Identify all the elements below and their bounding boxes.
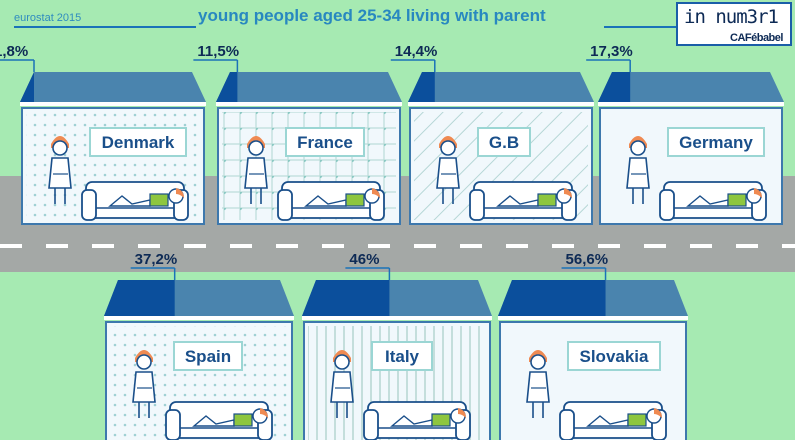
source-label: eurostat 2015 [14,12,82,24]
value-label: 56,6% [566,251,609,268]
roof-eave [598,102,784,106]
country-label: Germany [679,133,753,152]
sleeping-person-icon [304,188,380,207]
house-france: 11,5% France [193,43,402,225]
value-label: 46% [349,251,379,268]
roof-eave [216,102,402,106]
mother-icon [244,136,268,204]
house-italy: 46% Italy [302,251,492,440]
country-label: France [297,133,353,152]
country-label-box [89,127,187,157]
value-label: 1,8% [0,43,28,60]
mother-icon [626,136,650,204]
mother-icon [330,350,354,418]
roof-value-fill [598,72,631,102]
country-label-box [477,127,531,157]
sleeping-person-icon [390,408,466,427]
lane-markings [0,244,795,248]
country-label: Slovakia [580,347,650,366]
sleeping-person-icon [192,408,268,427]
country-label-box [567,341,661,371]
sleeping-person-icon [496,188,572,207]
roof-value-fill [20,72,34,102]
value-label: 14,4% [395,43,438,60]
mother-icon [436,136,460,204]
house-denmark: 1,8% Denmark [0,43,206,225]
country-label: Denmark [102,133,175,152]
page-title: young people aged 25-34 living with pare… [198,6,546,25]
sofa-icon [559,401,667,440]
value-label: 17,3% [590,43,633,60]
roof-eave [408,102,594,106]
house-gb: 14,4% G.B [390,43,594,225]
mother-icon [132,350,156,418]
sleeping-person-icon [686,188,762,207]
logo-text-bottom: CAFébabel [730,32,783,44]
brand-logo: in num3r1 CAFébabel [676,2,792,46]
country-label-box [173,341,243,371]
roof-value-fill [408,72,435,102]
house-slovakia: 56,6% Slovakia [498,251,688,440]
roof-value-fill [104,280,175,316]
source-underline [14,26,196,28]
roof-eave [302,316,492,320]
roof-value-fill [498,280,606,316]
country-label: Spain [185,347,231,366]
roof [408,72,594,102]
roof-eave [104,316,294,320]
roof [20,72,206,102]
roof-eave [498,316,688,320]
logo-text-top: in num3r1 [684,6,779,28]
house-germany: 17,3% Germany [586,43,784,225]
roof-eave [20,102,206,106]
value-label: 37,2% [135,251,178,268]
roof [598,72,784,102]
mother-icon [526,350,550,418]
roof [216,72,402,102]
sofa-icon [81,181,189,221]
sofa-icon [659,181,767,221]
value-label: 11,5% [197,43,239,60]
roof-value-fill [216,72,238,102]
roof-value-fill [302,280,390,316]
sleeping-person-icon [108,188,184,207]
sleeping-person-icon [586,408,662,427]
title-underline [604,26,678,28]
country-label-box [667,127,765,157]
house-spain: 37,2% Spain [104,251,294,440]
country-label-box [285,127,365,157]
country-label: Italy [385,347,420,366]
sofa-icon [277,181,385,221]
country-label-box [371,341,433,371]
sofa-icon [469,181,577,221]
country-label: G.B [489,133,519,152]
mother-icon [48,136,72,204]
